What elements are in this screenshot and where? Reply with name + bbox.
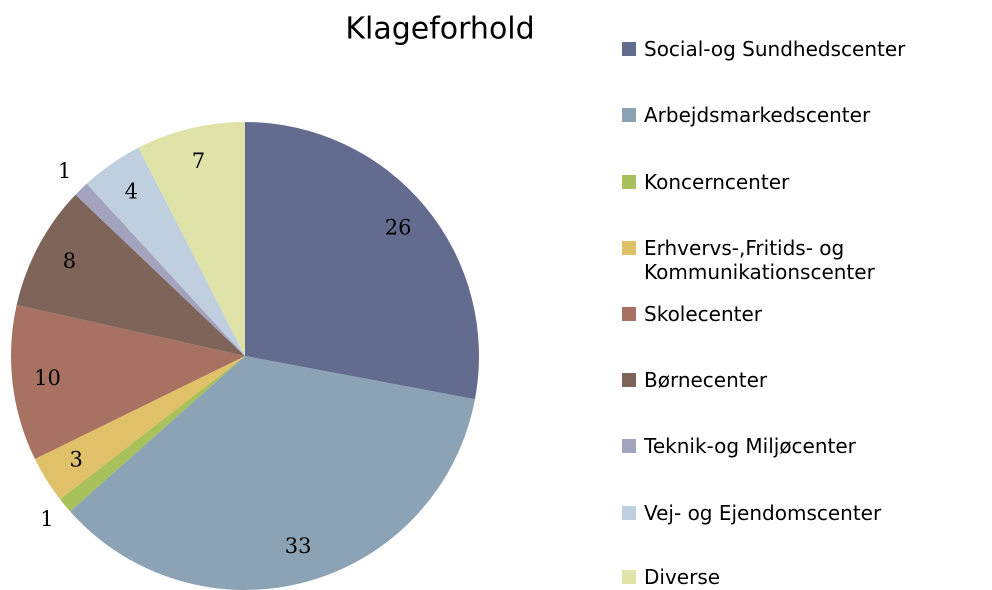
- data-label: 10: [34, 366, 61, 390]
- data-label: 4: [125, 179, 138, 203]
- legend-item: Skolecenter: [622, 302, 988, 326]
- pie-slice: [138, 122, 245, 356]
- data-label: 1: [58, 159, 71, 183]
- legend-item: Vej- og Ejendomscenter: [622, 501, 988, 525]
- pie-slice: [245, 122, 479, 400]
- chart-title: Klageforhold: [345, 12, 534, 47]
- pie-slice: [10, 305, 246, 460]
- data-label: 3: [70, 448, 83, 472]
- data-label: 1: [40, 507, 53, 531]
- pie-slice: [70, 356, 475, 590]
- legend-swatch: [622, 506, 636, 520]
- legend-item: Diverse: [622, 565, 988, 589]
- legend-label: Teknik-og Miljøcenter: [644, 434, 856, 458]
- legend-item: Koncerncenter: [622, 170, 988, 194]
- legend-label: Social-og Sundhedscenter: [644, 37, 906, 61]
- legend-label: Vej- og Ejendomscenter: [644, 501, 882, 525]
- data-label: 8: [63, 249, 76, 273]
- legend-swatch: [622, 108, 636, 122]
- legend-swatch: [622, 439, 636, 453]
- legend-swatch: [622, 373, 636, 387]
- legend-label: Erhvervs-,Fritids- og Kommunikationscent…: [644, 236, 875, 284]
- legend-swatch: [622, 42, 636, 56]
- legend-label: Arbejdsmarkedscenter: [644, 103, 871, 127]
- legend-item: Erhvervs-,Fritids- og Kommunikationscent…: [622, 236, 988, 284]
- legend-swatch: [622, 307, 636, 321]
- legend-item: Teknik-og Miljøcenter: [622, 434, 988, 458]
- legend-item: Arbejdsmarkedscenter: [622, 103, 988, 127]
- legend-item: Børnecenter: [622, 368, 988, 392]
- legend-label: Diverse: [644, 565, 721, 589]
- data-label: 7: [192, 149, 205, 173]
- pie-slice: [75, 183, 245, 356]
- data-label: 26: [385, 216, 412, 240]
- legend-label: Børnecenter: [644, 368, 768, 392]
- data-label: 33: [285, 534, 312, 558]
- legend-swatch: [622, 570, 636, 584]
- legend-swatch: [622, 241, 636, 255]
- pie-slice: [59, 356, 245, 512]
- pie-slice: [86, 147, 245, 356]
- legend-label: Koncerncenter: [644, 170, 790, 194]
- pie-slice: [34, 356, 245, 500]
- legend-swatch: [622, 175, 636, 189]
- pie-slice: [16, 194, 245, 356]
- legend-label: Skolecenter: [644, 302, 763, 326]
- legend-item: Social-og Sundhedscenter: [622, 37, 988, 61]
